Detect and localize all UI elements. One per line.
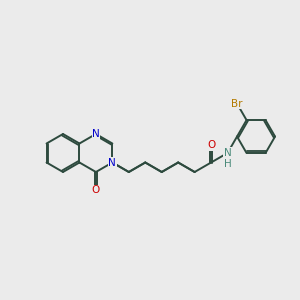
Text: N: N bbox=[109, 158, 116, 167]
Text: O: O bbox=[207, 140, 215, 150]
Text: Br: Br bbox=[231, 99, 243, 109]
Text: N: N bbox=[92, 129, 100, 139]
Text: O: O bbox=[92, 185, 100, 195]
Text: N: N bbox=[224, 148, 231, 158]
Text: H: H bbox=[224, 159, 231, 170]
